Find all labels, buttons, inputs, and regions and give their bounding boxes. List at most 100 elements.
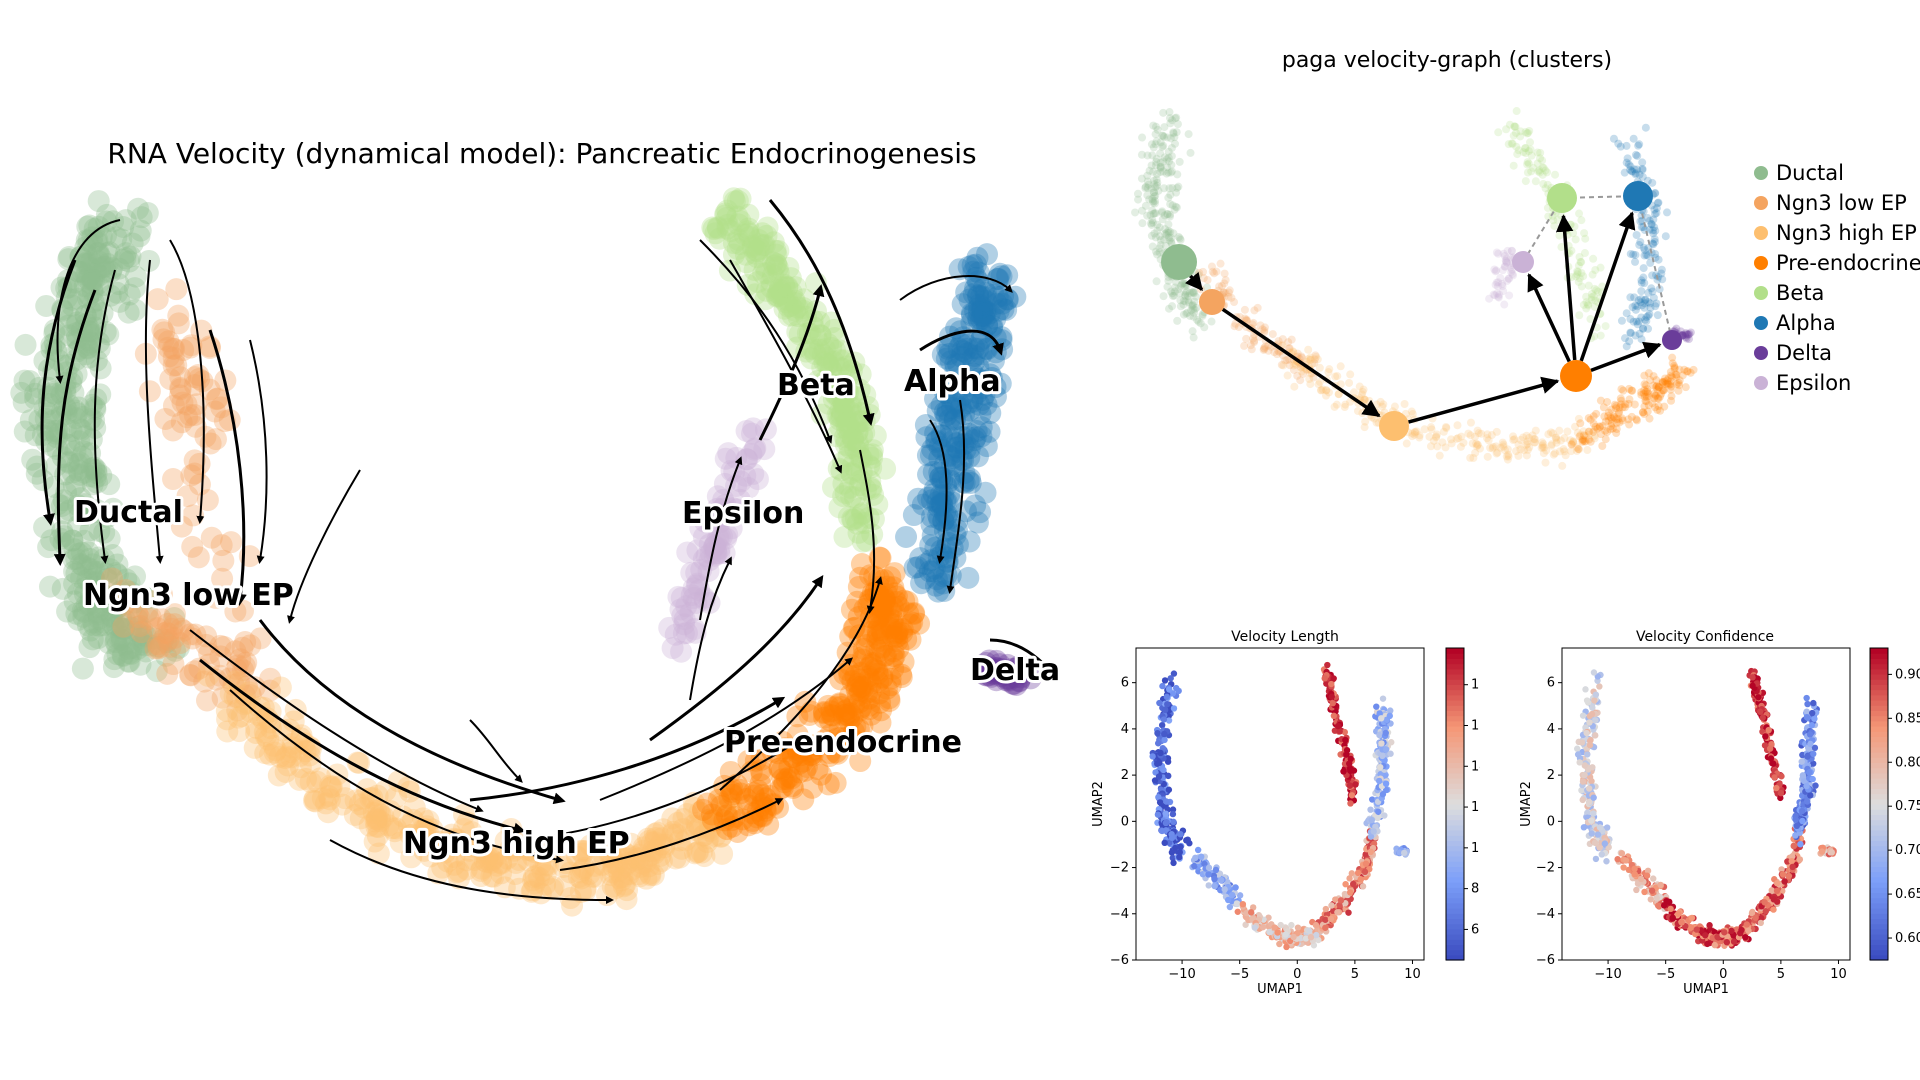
cell-point-ngn3high (610, 858, 633, 881)
paga-cell-ngn3high (1427, 423, 1436, 432)
cell-point-alpha (941, 396, 964, 419)
cell-point-alpha (976, 243, 999, 266)
umap-point (1579, 796, 1586, 804)
paga-cell-ductal (1167, 233, 1176, 242)
paga-cell-beta (1514, 146, 1523, 155)
cell-point-ductal (70, 418, 93, 441)
paga-cell-pre (1637, 390, 1646, 399)
velocity-confidence-title: Velocity Confidence (1636, 629, 1774, 645)
paga-cell-pre (1672, 370, 1681, 379)
cell-point-pre (800, 743, 823, 766)
cell-point-pre (836, 698, 859, 721)
cell-point-ductal (85, 570, 108, 593)
cell-point-ductal (76, 251, 99, 274)
paga-cell-delta (1683, 330, 1692, 339)
paga-cell-ngn3high (1415, 433, 1424, 442)
cell-point-ngn3high (672, 807, 695, 830)
paga-cell-ngn3high (1555, 426, 1564, 435)
cell-point-ngn3high (661, 807, 684, 830)
cell-point-pre (729, 778, 752, 801)
umap-point (1165, 786, 1173, 793)
cell-point-ngn3low (130, 621, 153, 644)
umap-point (1381, 757, 1388, 764)
paga-cell-ngn3high (1574, 414, 1583, 423)
cell-point-beta (822, 318, 845, 341)
cell-point-ngn3high (299, 771, 322, 794)
umap-point (1354, 869, 1362, 877)
paga-cell-ngn3low (1212, 267, 1221, 276)
paga-cell-ductal (1169, 128, 1178, 137)
paga-cell-ngn3high (1346, 397, 1355, 406)
cell-point-ductal (61, 461, 84, 484)
paga-cell-pre (1667, 371, 1676, 380)
paga-cell-beta (1510, 122, 1519, 131)
paga-cell-ngn3high (1555, 447, 1564, 456)
cell-point-ductal (63, 560, 86, 583)
paga-cell-ngn3high (1509, 436, 1518, 445)
umap-point (1276, 940, 1283, 948)
streamline (53, 289, 97, 566)
cell-point-alpha (985, 292, 1008, 315)
cell-point-ngn3high (379, 799, 402, 822)
cell-point-pre (891, 622, 914, 645)
cell-point-ngn3low (165, 354, 188, 377)
cell-point-delta (1014, 656, 1037, 679)
paga-cell-alpha (1626, 293, 1635, 302)
cell-point-ductal (99, 592, 122, 615)
cell-point-ductal (139, 634, 162, 657)
cell-point-delta (988, 660, 1011, 683)
paga-cell-ngn3high (1590, 434, 1599, 443)
paga-cell-delta (1686, 328, 1695, 337)
cell-point-ductal (79, 519, 102, 542)
cell-point-ductal (102, 497, 125, 520)
cell-point-ductal (13, 369, 36, 392)
cell-point-ngn3low (162, 394, 185, 417)
colorbar-segment (1446, 731, 1464, 737)
paga-cell-ngn3high (1439, 427, 1448, 436)
cell-point-pre (820, 700, 843, 723)
colorbar-segment (1446, 923, 1464, 930)
cell-point-alpha (989, 372, 1012, 395)
cell-point-beta (767, 261, 790, 284)
paga-cell-ngn3high (1566, 436, 1575, 445)
cell-point-alpha (968, 330, 991, 353)
cell-point-ngn3high (581, 865, 604, 888)
paga-cell-alpha (1624, 160, 1633, 169)
umap-point (1369, 796, 1376, 803)
cell-point-alpha (961, 347, 984, 370)
paga-cell-pre (1624, 399, 1633, 408)
cell-point-ductal (112, 586, 135, 609)
paga-cell-epsilon (1492, 248, 1501, 257)
cell-point-ngn3high (574, 879, 597, 902)
cell-point-ngn3high (428, 839, 451, 862)
cell-point-pre (880, 617, 903, 640)
paga-cell-alpha (1631, 301, 1640, 310)
paga-cell-ngn3low (1293, 349, 1302, 358)
cell-point-pre (839, 625, 862, 648)
paga-cell-beta (1596, 263, 1605, 272)
paga-cell-alpha (1640, 246, 1649, 255)
cell-point-alpha (961, 304, 984, 327)
cell-point-beta (851, 502, 874, 525)
cell-point-beta (813, 351, 836, 374)
paga-cell-pre (1608, 424, 1617, 433)
umap-point (1294, 924, 1302, 931)
paga-cell-pre (1578, 435, 1587, 444)
cell-point-pre (809, 763, 832, 786)
cell-point-ngn3low (157, 628, 180, 651)
umap-point (1618, 850, 1626, 857)
umap-point (1584, 751, 1591, 758)
paga-cell-alpha (1634, 141, 1643, 150)
paga-cell-ductal (1156, 163, 1165, 172)
cell-point-ductal (61, 288, 84, 311)
paga-cell-ductal (1155, 223, 1164, 232)
cell-point-alpha (991, 292, 1014, 315)
cell-point-ngn3high (367, 799, 390, 822)
cell-point-alpha (966, 445, 989, 468)
streamline (599, 657, 854, 801)
cell-point-ngn3high (416, 831, 439, 854)
umap-point (1759, 689, 1767, 697)
cell-point-pre (825, 741, 848, 764)
cell-point-ductal (73, 503, 96, 526)
